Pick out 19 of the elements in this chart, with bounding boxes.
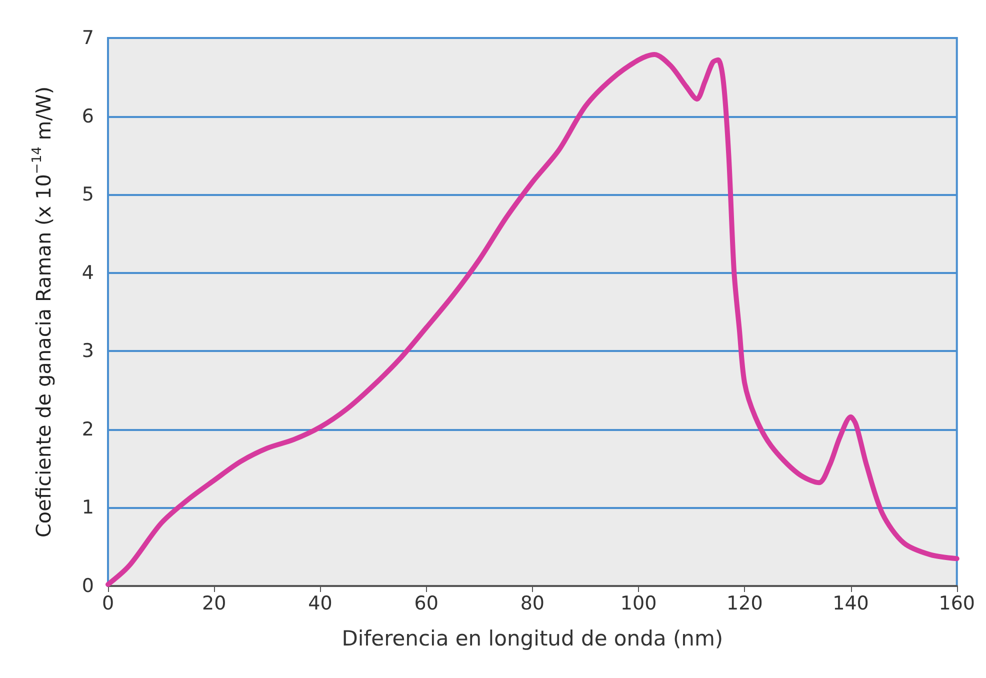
y-tick-label: 5 xyxy=(82,184,94,206)
y-tick-label: 4 xyxy=(82,262,94,284)
y-tick-label: 0 xyxy=(82,575,94,597)
y-tick-label: 3 xyxy=(82,340,94,362)
x-tick-label: 80 xyxy=(520,592,545,614)
x-axis-title: Diferencia en longitud de onda (nm) xyxy=(342,626,724,650)
y-tick-label: 2 xyxy=(82,418,94,440)
x-tick-label: 0 xyxy=(102,592,114,614)
y-tick-label: 7 xyxy=(82,27,94,49)
x-tick-label: 160 xyxy=(938,592,975,614)
x-tick-label: 40 xyxy=(308,592,332,614)
x-tick-label: 140 xyxy=(832,592,869,614)
x-tick-label: 20 xyxy=(202,592,226,614)
x-tick-label: 60 xyxy=(414,592,438,614)
y-tick-label: 1 xyxy=(82,496,94,519)
x-tick-label: 120 xyxy=(726,592,763,614)
x-tick-label: 100 xyxy=(620,592,657,614)
y-axis-title: Coeficiente de ganacia Raman (x 10−14 m/W) xyxy=(30,86,56,538)
y-tick-label: 6 xyxy=(82,105,94,128)
